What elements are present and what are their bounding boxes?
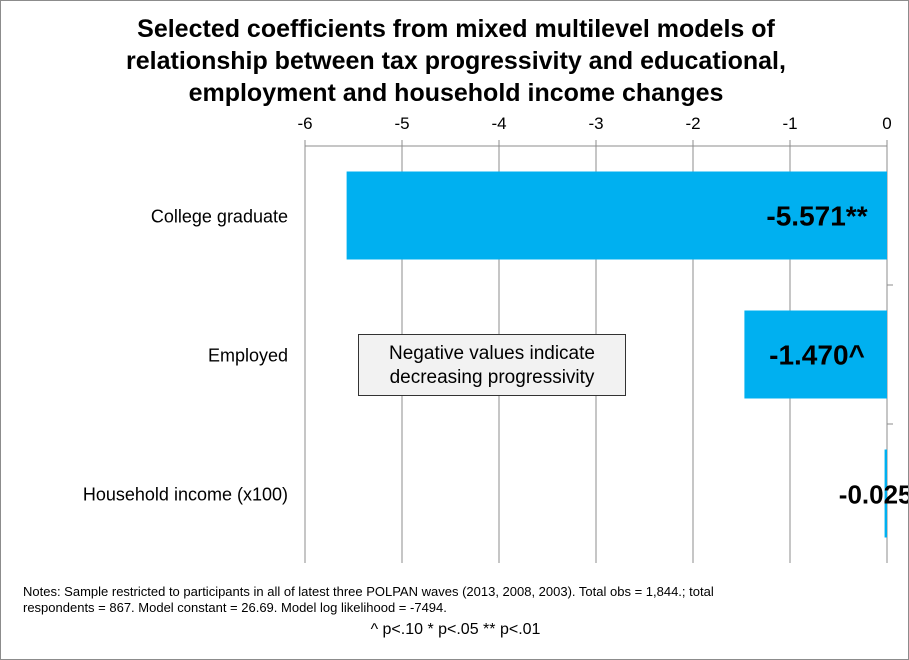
data-label: -1.470^ [769, 340, 865, 371]
x-tick-label: -2 [685, 114, 700, 133]
chart-title-line: Selected coefficients from mixed multile… [137, 15, 775, 43]
x-tick-label: -6 [297, 114, 312, 133]
notes-line: respondents = 867. Model constant = 26.6… [23, 600, 447, 615]
x-tick-label: -4 [491, 114, 506, 133]
chart-title-line: employment and household income changes [188, 79, 724, 107]
x-tick-label: -3 [588, 114, 603, 133]
data-label: -0.025** [839, 480, 908, 510]
significance-legend: ^ p<.10 * p<.05 ** p<.01 [370, 621, 541, 638]
chart-title-line: relationship between tax progressivity a… [126, 47, 786, 75]
x-tick-label: 0 [882, 114, 891, 133]
category-label: Household income (x100) [83, 485, 288, 505]
category-label: College graduate [151, 207, 288, 227]
annotation-box: Negative values indicate decreasing prog… [358, 334, 626, 396]
bar [346, 171, 887, 260]
bar [884, 449, 887, 538]
annotation-line: Negative values indicate [389, 343, 595, 364]
annotation-line: decreasing progressivity [389, 367, 595, 388]
data-label: -5.571** [766, 201, 867, 232]
bar [744, 310, 887, 399]
notes-line: Notes: Sample restricted to participants… [23, 584, 714, 599]
x-tick-label: -5 [394, 114, 409, 133]
chart-title: Selected coefficients from mixed multile… [41, 13, 871, 109]
category-label: Employed [208, 346, 288, 366]
notes: Notes: Sample restricted to participants… [23, 584, 883, 616]
x-tick-label: -1 [782, 114, 797, 133]
